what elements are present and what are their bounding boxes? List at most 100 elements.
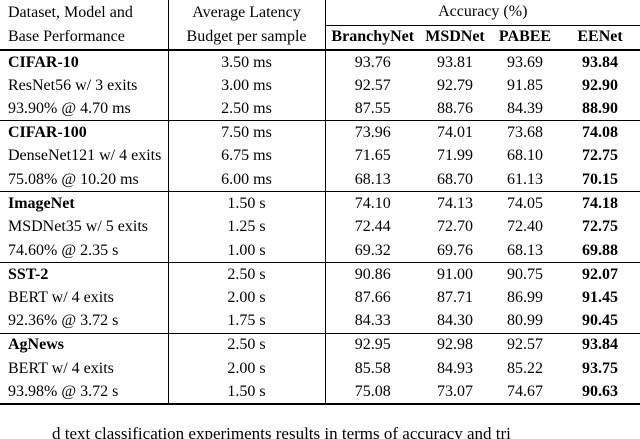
dataset-cell: ImageNet <box>0 191 169 216</box>
pabee-accuracy-cell: 93.69 <box>490 49 560 74</box>
branchynet-accuracy-cell: 69.32 <box>354 241 391 259</box>
branchynet-accuracy-cell: 92.95 <box>325 332 420 357</box>
eenet-accuracy-cell: 92.90 <box>582 76 619 94</box>
dataset-cell: DenseNet121 w/ 4 exits <box>0 144 169 168</box>
branchynet-accuracy-cell: 92.57 <box>354 76 391 94</box>
dataset-cell: 92.36% @ 3.72 s <box>0 309 169 334</box>
budget-cell: 2.00 s <box>168 356 326 381</box>
method-header-eenet: EENet <box>560 25 640 51</box>
dataset-cell: BERT w/ 4 exits <box>0 356 169 381</box>
dataset-cell: SST-2 <box>0 261 169 286</box>
dataset-cell: 74.60% @ 2.35 s <box>0 238 169 263</box>
table-row: AgNews 2.50 s 92.95 92.98 92.57 93.84 <box>0 332 640 357</box>
eenet-accuracy-cell: 93.84 <box>560 49 640 74</box>
table-header: Dataset, Model and Average Latency Accur… <box>0 0 640 51</box>
table-row: 93.90% @ 4.70 ms 2.50 ms 87.55 88.76 84.… <box>0 97 640 121</box>
table-row: 93.98% @ 3.72 s 1.50 s 75.08 73.07 74.67… <box>0 380 640 405</box>
dataset-cell: 93.90% @ 4.70 ms <box>0 97 169 121</box>
dataset-cell: AgNews <box>0 332 169 357</box>
table-row: CIFAR-10 3.50 ms 93.76 93.81 93.69 93.84 <box>0 49 640 74</box>
results-table: Dataset, Model and Average Latency Accur… <box>0 0 640 405</box>
budget-cell: 3.00 ms <box>168 73 326 98</box>
accuracy-header: Accuracy (%) <box>325 0 640 26</box>
eenet-accuracy-cell: 92.07 <box>560 261 640 286</box>
dataset-header-line2: Base Performance <box>0 25 169 51</box>
branchynet-accuracy-cell: 90.86 <box>325 261 420 286</box>
table-row: 75.08% @ 10.20 ms 6.00 ms 68.13 68.70 61… <box>0 167 640 192</box>
msdnet-accuracy-cell: 91.00 <box>420 261 490 286</box>
eenet-accuracy-cell: 72.75 <box>582 218 619 236</box>
budget-header-line2: Budget per sample <box>168 25 326 51</box>
method-header-pabee: PABEE <box>490 25 560 51</box>
table-row: BERT w/ 4 exits 2.00 s 87.66 87.71 86.99… <box>0 285 640 310</box>
table-row: ResNet56 w/ 3 exits 3.00 ms 92.57 92.79 … <box>0 73 640 98</box>
caption-text-fragment: d text classification experiments result… <box>52 424 511 439</box>
pabee-accuracy-cell: 61.13 <box>507 170 543 188</box>
table-row: BERT w/ 4 exits 2.00 s 85.58 84.93 85.22… <box>0 356 640 381</box>
header-row-2: Base Performance Budget per sample Branc… <box>0 25 640 51</box>
pabee-accuracy-cell: 74.05 <box>490 191 560 216</box>
header-row-1: Dataset, Model and Average Latency Accur… <box>0 0 640 26</box>
budget-cell: 1.25 s <box>168 215 326 239</box>
budget-cell: 7.50 ms <box>168 120 326 145</box>
budget-cell: 3.50 ms <box>168 49 326 74</box>
eenet-accuracy-cell: 93.75 <box>582 359 619 377</box>
branchynet-accuracy-cell: 72.44 <box>354 218 391 236</box>
pabee-accuracy-cell: 73.68 <box>490 120 560 145</box>
table-row: MSDNet35 w/ 5 exits 1.25 s 72.44 72.70 7… <box>0 215 640 239</box>
branchynet-accuracy-cell: 93.76 <box>325 49 420 74</box>
budget-cell: 2.50 ms <box>168 97 326 121</box>
budget-cell: 1.50 s <box>168 380 326 405</box>
eenet-accuracy-cell: 90.45 <box>582 312 619 330</box>
table-row: 74.60% @ 2.35 s 1.00 s 69.32 69.76 68.13… <box>0 238 640 263</box>
msdnet-accuracy-cell: 88.76 <box>437 99 473 117</box>
eenet-accuracy-cell: 70.15 <box>582 170 619 188</box>
branchynet-accuracy-cell: 68.13 <box>354 170 391 188</box>
dataset-cell: ResNet56 w/ 3 exits <box>0 73 169 98</box>
pabee-accuracy-cell: 91.85 <box>507 76 543 94</box>
eenet-accuracy-cell: 93.84 <box>560 332 640 357</box>
dataset-header-line1: Dataset, Model and <box>0 0 169 25</box>
pabee-accuracy-cell: 68.13 <box>507 241 543 259</box>
msdnet-accuracy-cell: 92.79 <box>437 76 473 94</box>
branchynet-accuracy-cell: 73.96 <box>325 120 420 145</box>
pabee-accuracy-cell: 92.57 <box>490 332 560 357</box>
eenet-accuracy-cell: 88.90 <box>582 99 619 117</box>
dataset-cell: CIFAR-100 <box>0 120 169 145</box>
dataset-cell: 93.98% @ 3.72 s <box>0 380 169 405</box>
budget-cell: 6.75 ms <box>168 144 326 168</box>
branchynet-accuracy-cell: 74.10 <box>325 191 420 216</box>
budget-cell: 2.50 s <box>168 332 326 357</box>
table-row: DenseNet121 w/ 4 exits 6.75 ms 71.65 71.… <box>0 144 640 168</box>
pabee-accuracy-cell: 86.99 <box>507 288 543 306</box>
msdnet-accuracy-cell: 74.13 <box>420 191 490 216</box>
eenet-accuracy-cell: 90.63 <box>560 380 640 405</box>
pabee-accuracy-cell: 74.67 <box>490 380 560 405</box>
pabee-accuracy-cell: 72.40 <box>507 218 543 236</box>
dataset-cell: MSDNet35 w/ 5 exits <box>0 215 169 239</box>
dataset-cell: BERT w/ 4 exits <box>0 285 169 310</box>
branchynet-accuracy-cell: 84.33 <box>354 312 391 330</box>
budget-cell: 1.75 s <box>168 309 326 334</box>
branchynet-accuracy-cell: 71.65 <box>354 147 391 165</box>
branchynet-accuracy-cell: 87.66 <box>354 288 391 306</box>
msdnet-accuracy-cell: 84.30 <box>437 312 473 330</box>
budget-header-line1: Average Latency <box>168 0 326 25</box>
msdnet-accuracy-cell: 69.76 <box>437 241 473 259</box>
msdnet-accuracy-cell: 71.99 <box>437 147 473 165</box>
msdnet-accuracy-cell: 93.81 <box>420 49 490 74</box>
table-body: CIFAR-10 3.50 ms 93.76 93.81 93.69 93.84… <box>0 49 640 405</box>
msdnet-accuracy-cell: 72.70 <box>437 218 473 236</box>
branchynet-accuracy-cell: 85.58 <box>354 359 391 377</box>
branchynet-accuracy-cell: 87.55 <box>354 99 391 117</box>
pabee-accuracy-cell: 80.99 <box>507 312 543 330</box>
dataset-cell: 75.08% @ 10.20 ms <box>0 167 169 192</box>
table-row: SST-2 2.50 s 90.86 91.00 90.75 92.07 <box>0 261 640 286</box>
eenet-accuracy-cell: 74.18 <box>560 191 640 216</box>
pabee-accuracy-cell: 90.75 <box>490 261 560 286</box>
msdnet-accuracy-cell: 84.93 <box>437 359 473 377</box>
table-row: 92.36% @ 3.72 s 1.75 s 84.33 84.30 80.99… <box>0 309 640 334</box>
eenet-accuracy-cell: 72.75 <box>582 147 619 165</box>
msdnet-accuracy-cell: 87.71 <box>437 288 473 306</box>
budget-cell: 1.50 s <box>168 191 326 216</box>
